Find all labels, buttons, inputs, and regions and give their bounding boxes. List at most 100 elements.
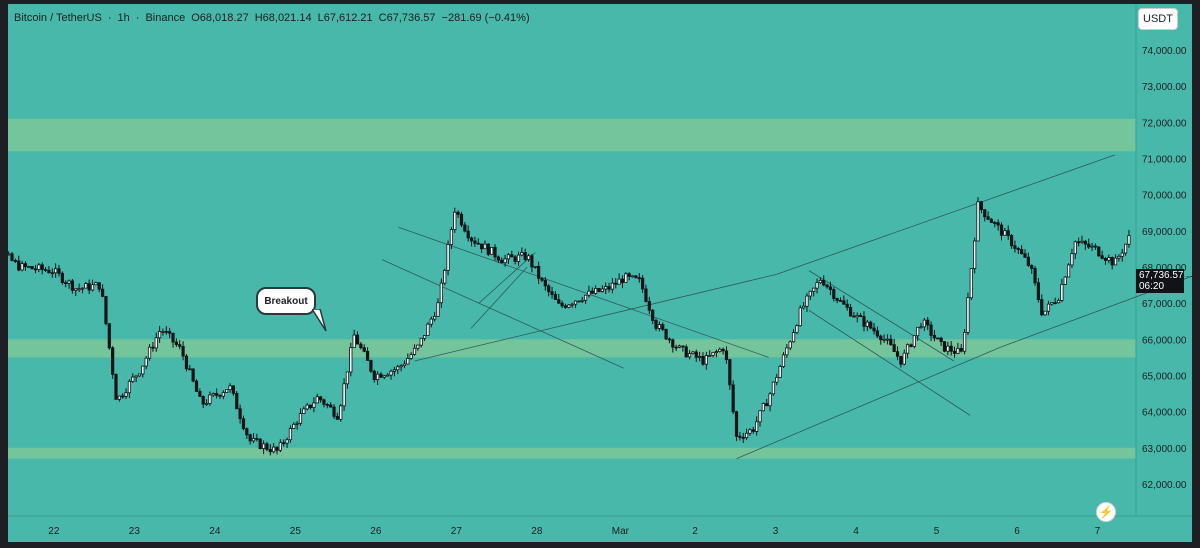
interval-label[interactable]: 1h <box>117 12 130 24</box>
candle-body <box>778 366 782 378</box>
candle-body <box>332 406 336 417</box>
y-tick-label: 70,000.00 <box>1142 191 1187 202</box>
candle-body <box>127 380 132 394</box>
candle-body <box>131 376 135 382</box>
candle-body <box>389 370 393 376</box>
bar-countdown: 06:20 <box>1139 280 1165 292</box>
candle-body <box>661 324 665 330</box>
x-tick-label: Mar <box>612 526 630 537</box>
candle-body <box>154 337 158 349</box>
candle-body <box>329 404 333 408</box>
candle-body <box>785 347 789 356</box>
candle-body <box>17 260 21 271</box>
x-tick-label: 27 <box>451 526 463 537</box>
candle-body <box>265 443 269 450</box>
y-tick-label: 72,000.00 <box>1142 118 1187 129</box>
candle-body <box>526 255 531 260</box>
candle-body <box>255 438 259 440</box>
candle-body <box>1066 264 1071 278</box>
candle-body <box>201 396 205 405</box>
candle-body <box>791 332 796 343</box>
candle-body <box>386 374 390 377</box>
lightning-icon[interactable]: ⚡ <box>1096 502 1116 522</box>
support-resistance-zone <box>8 339 1136 358</box>
candle-body <box>268 448 272 453</box>
support-resistance-zone <box>8 447 1136 459</box>
chart-frame[interactable]: 62,000.00 63,000.00 64,000.00 65,000.00 66,0… <box>8 4 1192 542</box>
candle-body <box>597 288 601 292</box>
candle-body <box>1053 302 1057 305</box>
candle-body <box>885 338 890 341</box>
candle-body <box>1030 264 1034 269</box>
candle-body <box>245 428 249 436</box>
candle-body <box>57 268 61 274</box>
candle-body <box>557 299 561 304</box>
candle-body <box>60 272 64 284</box>
x-tick-label: 25 <box>290 526 302 537</box>
candle-body <box>939 337 943 342</box>
candle-body <box>117 395 121 400</box>
candle-body <box>999 224 1004 236</box>
candle-body <box>406 358 410 365</box>
candle-body <box>288 428 293 441</box>
candle-body <box>698 356 702 358</box>
candle-body <box>644 288 648 302</box>
candle-body <box>842 300 846 305</box>
candle-body <box>272 446 276 453</box>
candle-body <box>198 391 202 397</box>
candle-body <box>362 347 366 352</box>
x-tick-label: 7 <box>1095 526 1101 537</box>
candle-body <box>667 338 672 341</box>
candle-body <box>422 335 427 339</box>
candle-body <box>862 316 866 327</box>
candle-body <box>54 268 58 274</box>
candle-body <box>969 268 973 299</box>
candle-body <box>282 442 286 445</box>
candle-body <box>315 396 319 404</box>
candle-body <box>231 385 235 394</box>
candle-body <box>865 321 869 327</box>
candle-body <box>751 429 755 432</box>
chart-canvas[interactable]: 62,000.00 63,000.00 64,000.00 65,000.00 66,0… <box>8 4 1192 542</box>
candle-body <box>832 289 836 299</box>
candle-body <box>238 408 242 420</box>
candle-body <box>1080 240 1084 243</box>
candle-body <box>248 434 252 442</box>
candle-body <box>500 259 504 264</box>
candle-body <box>1046 303 1051 312</box>
candle-body <box>20 263 24 271</box>
candle-body <box>439 282 443 304</box>
candle-body <box>634 275 638 279</box>
currency-button[interactable]: USDT <box>1138 8 1178 30</box>
candle-body <box>379 373 383 378</box>
candle-body <box>174 341 178 345</box>
candle-body <box>932 334 937 339</box>
candle-body <box>714 351 719 353</box>
candle-body <box>902 352 906 365</box>
breakout-callout[interactable]: Breakout <box>256 287 316 315</box>
x-tick-label: 3 <box>773 526 779 537</box>
candle-body <box>600 288 604 292</box>
symbol-name[interactable]: Bitcoin / TetherUS <box>14 12 102 24</box>
candle-body <box>261 443 266 449</box>
candle-body <box>1050 302 1054 305</box>
candle-body <box>97 282 101 290</box>
candle-body <box>630 275 635 278</box>
candle-body <box>708 355 712 357</box>
candle-body <box>1063 276 1067 285</box>
candle-body <box>308 404 313 408</box>
candle-body <box>1073 241 1077 255</box>
candle-body <box>654 320 658 329</box>
candle-body <box>892 344 896 353</box>
candle-body <box>788 341 792 349</box>
candle-body <box>657 324 661 329</box>
candle-body <box>456 211 460 215</box>
candle-body <box>926 319 930 326</box>
candle-body <box>627 273 631 277</box>
candle-body <box>225 389 229 393</box>
trend-line <box>776 154 1116 275</box>
candle-body <box>215 393 219 396</box>
candle-body <box>573 300 578 305</box>
candle-body <box>305 404 309 410</box>
candle-body <box>275 446 279 451</box>
